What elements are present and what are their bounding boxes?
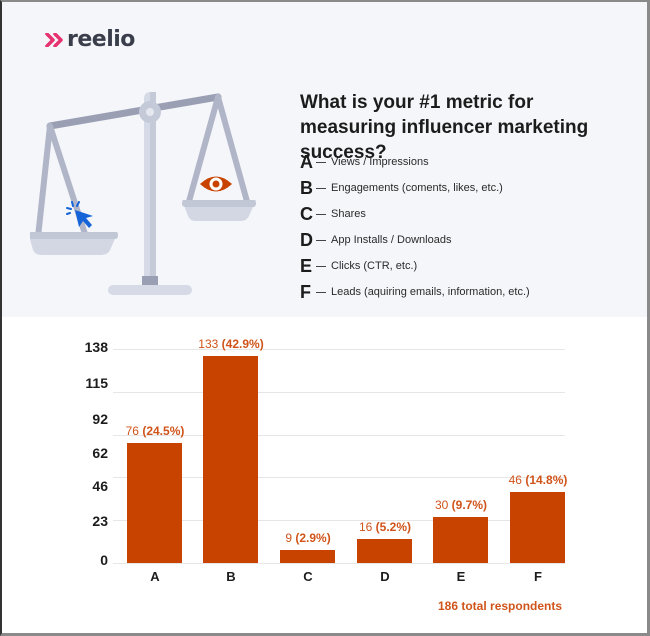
bar-value-label: 76 (24.5%) xyxy=(125,424,185,438)
gridline xyxy=(113,563,565,564)
x-tick-label: D xyxy=(380,569,390,584)
option-a: A Views / Impressions xyxy=(300,149,530,175)
option-letter: B xyxy=(300,177,313,198)
question-title: What is your #1 metric for measuring inf… xyxy=(300,92,589,163)
bar-e xyxy=(433,517,488,563)
dash xyxy=(316,291,326,293)
dash xyxy=(316,213,326,215)
bar-value-label: 30 (9.7%) xyxy=(434,498,488,512)
option-letter: A xyxy=(300,151,313,172)
option-label: Engagements (coments, likes, etc.) xyxy=(331,182,503,194)
gridline xyxy=(113,435,565,436)
option-letter: E xyxy=(300,255,313,276)
option-letter: F xyxy=(300,281,311,302)
balance-scale-illustration xyxy=(30,92,256,295)
double-chevron-logo-icon xyxy=(45,33,63,47)
option-b: B Engagements (coments, likes, etc.) xyxy=(300,175,530,201)
dash xyxy=(316,161,326,163)
bar-value-label: 133 (42.9%) xyxy=(198,337,264,351)
option-e: E Clicks (CTR, etc.) xyxy=(300,253,530,279)
bar-value-label: 46 (14.8%) xyxy=(508,473,568,487)
option-f: F Leads (aquiring emails, information, e… xyxy=(300,279,530,305)
logo-wordmark: reelio xyxy=(67,27,135,52)
option-label: Clicks (CTR, etc.) xyxy=(331,260,418,272)
total-respondents-note: 186 total respondents xyxy=(438,599,563,613)
dash xyxy=(316,187,326,189)
bar-chart: 138 115 92 62 46 23 0 76 (24.5%) 133 (42… xyxy=(0,317,650,636)
option-letter: D xyxy=(300,229,313,250)
dash xyxy=(316,239,326,241)
option-label: Shares xyxy=(331,208,366,220)
gridline xyxy=(113,477,565,478)
dash xyxy=(316,265,326,267)
bar-b xyxy=(203,356,258,563)
x-tick-label: B xyxy=(226,569,236,584)
x-tick-label: C xyxy=(303,569,313,584)
bar-a xyxy=(127,443,182,563)
option-label: App Installs / Downloads xyxy=(331,234,452,246)
y-tick-label: 23 xyxy=(92,513,108,529)
gridline xyxy=(113,520,565,521)
y-tick-label: 115 xyxy=(85,375,108,391)
y-tick-label: 0 xyxy=(100,552,108,568)
x-tick-label: E xyxy=(456,569,466,584)
reelio-logo: reelio xyxy=(45,28,135,52)
gridline xyxy=(113,349,565,350)
cursor-click-icon xyxy=(66,201,93,228)
header-panel: reelio What is your xyxy=(0,0,650,317)
bar-d xyxy=(357,539,412,563)
option-label: Leads (aquiring emails, information, etc… xyxy=(331,286,530,298)
x-tick-label: F xyxy=(534,569,542,584)
option-c: C Shares xyxy=(300,201,530,227)
y-tick-label: 138 xyxy=(84,339,108,355)
x-tick-label: A xyxy=(150,569,160,584)
option-d: D App Installs / Downloads xyxy=(300,227,530,253)
y-tick-label: 62 xyxy=(92,445,108,461)
eye-icon xyxy=(200,176,232,192)
bar-f xyxy=(510,492,565,563)
options-legend: A Views / Impressions B Engagements (com… xyxy=(300,149,530,305)
option-label: Views / Impressions xyxy=(331,156,429,168)
y-tick-label: 46 xyxy=(92,478,108,494)
y-tick-label: 92 xyxy=(92,411,108,427)
bar-value-label: 9 (2.9%) xyxy=(285,531,331,545)
gridline xyxy=(113,392,565,393)
bar-c xyxy=(280,550,335,563)
bar-value-label: 16 (5.2%) xyxy=(358,520,412,534)
option-letter: C xyxy=(300,203,313,224)
